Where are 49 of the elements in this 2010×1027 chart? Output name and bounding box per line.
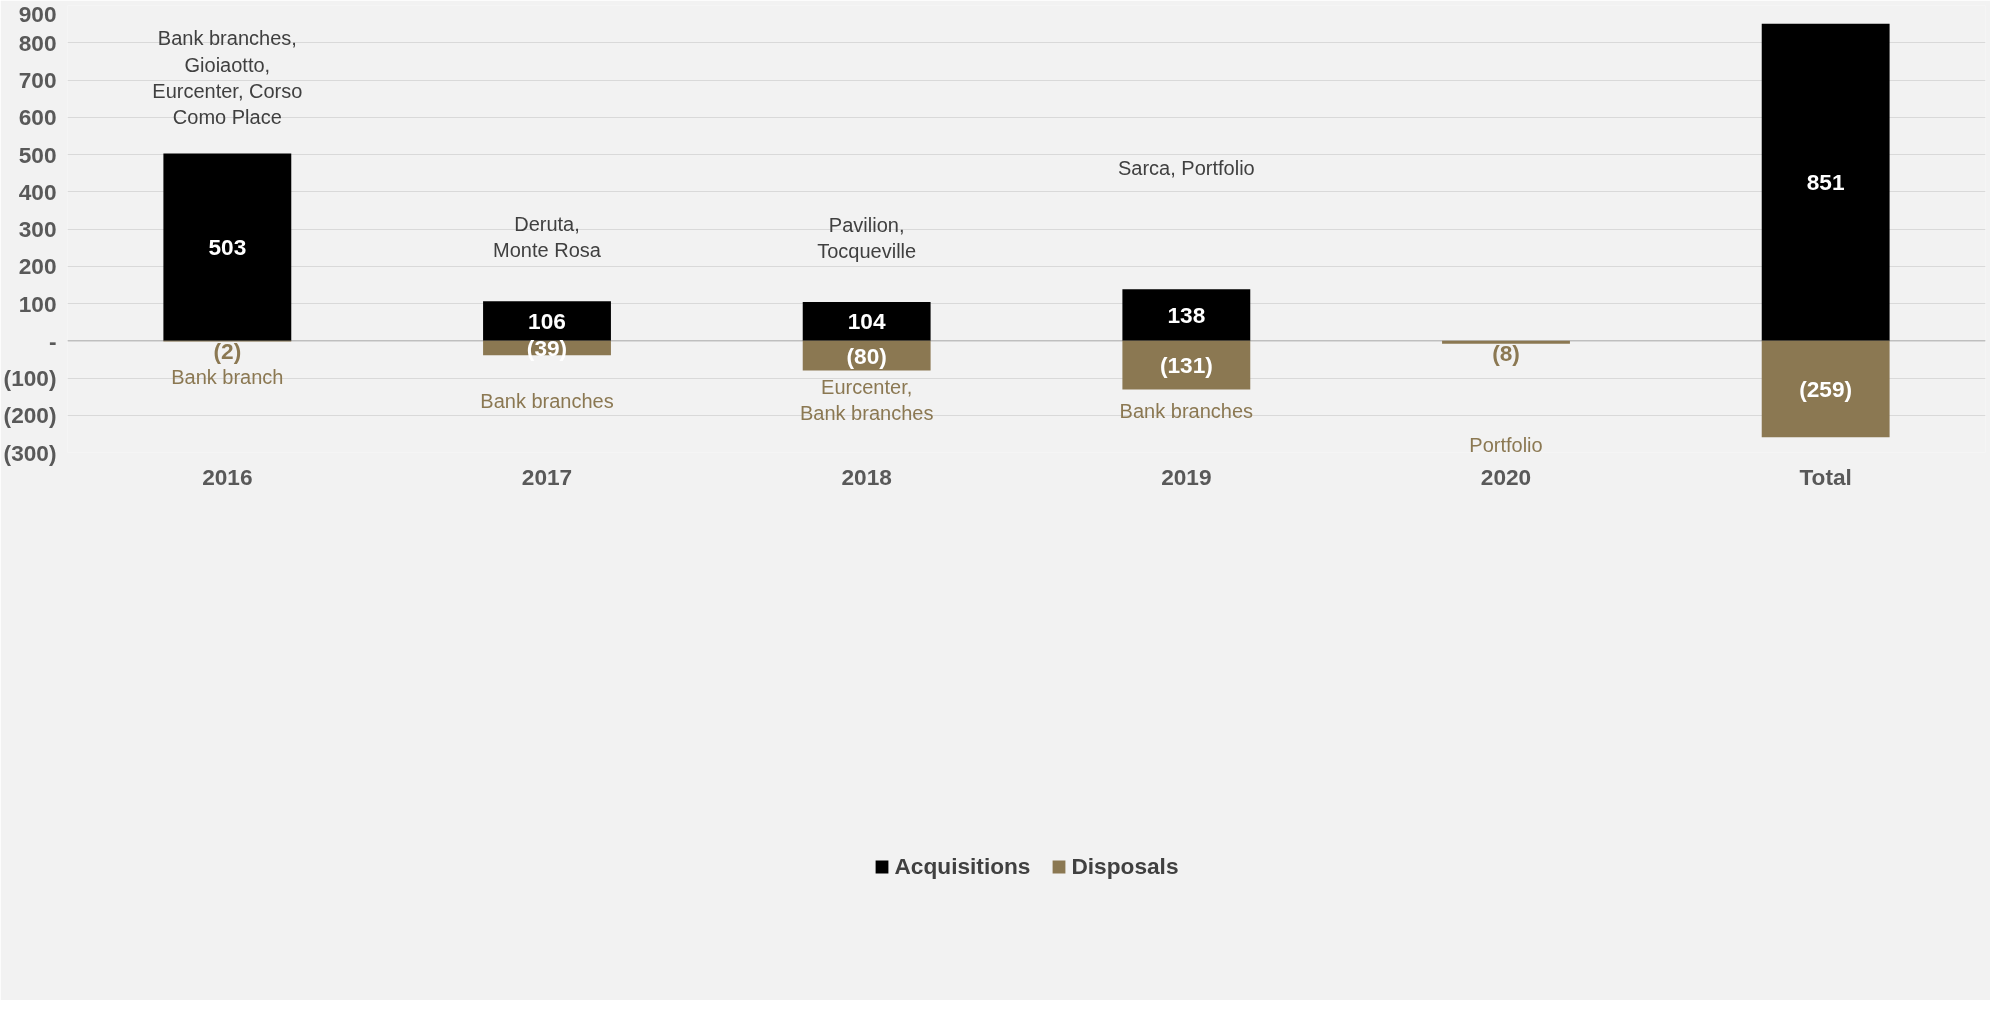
data-label: 104: [847, 307, 886, 334]
bar: [1761, 23, 1890, 341]
data-label: 503: [208, 233, 247, 260]
y-tick-label: 200: [18, 253, 57, 280]
y-tick-label: 700: [18, 67, 57, 93]
data-label: (80): [846, 342, 887, 369]
y-tick-label: (300): [3, 439, 57, 466]
legend-label: Acquisitions: [894, 852, 1031, 880]
y-tick-label: -: [48, 327, 57, 354]
annotation: Eurcenter, Bank branches: [799, 375, 934, 424]
x-tick-label: 2019: [1161, 463, 1212, 490]
y-tick-label: 900: [18, 0, 57, 27]
bar: [1761, 340, 1890, 438]
y-tick-label: (100): [3, 365, 57, 391]
legend-label: Disposals: [1071, 852, 1179, 880]
annotation: Portfolio: [1469, 433, 1543, 456]
x-tick-label: 2016: [202, 463, 253, 490]
y-tick-label: 500: [18, 141, 57, 168]
data-label: 106: [528, 307, 566, 334]
data-label: (2): [213, 337, 242, 364]
annotation: Bank branches: [1119, 399, 1254, 422]
data-label: (8): [1492, 340, 1520, 367]
x-tick-label: 2020: [1480, 463, 1532, 490]
data-label: (131): [1159, 352, 1213, 379]
y-tick-label: 300: [18, 216, 57, 242]
bar: [1122, 340, 1251, 390]
bar: [1442, 340, 1570, 344]
annotation: Bank branch: [171, 366, 284, 389]
data-label: 138: [1167, 301, 1206, 328]
x-tick-label: Total: [1799, 463, 1852, 490]
bar: [802, 302, 931, 341]
y-tick-label: 800: [18, 29, 57, 56]
annotation: Pavilion, Tocqueville: [817, 213, 917, 263]
bar: [483, 301, 611, 341]
bar: [163, 153, 292, 341]
data-label: 851: [1806, 168, 1845, 195]
x-tick-label: 2018: [841, 463, 892, 490]
annotation: Bank branches: [480, 390, 614, 413]
annotation: Deruta, Monte Rosa: [493, 212, 602, 262]
annotation: Sarca, Portfolio: [1117, 157, 1255, 180]
y-tick-label: 100: [18, 290, 57, 317]
data-label: (39): [526, 335, 568, 362]
bar: [1122, 289, 1251, 341]
data-label: (259): [1799, 375, 1853, 402]
y-tick-label: 400: [18, 178, 57, 205]
y-tick-label: 600: [18, 104, 57, 131]
x-tick-label: 2017: [521, 463, 573, 490]
y-tick-label: (200): [3, 402, 57, 429]
annotation: Bank branches, Gioiaotto, Eurcenter, Corso Como Place: [152, 27, 303, 129]
